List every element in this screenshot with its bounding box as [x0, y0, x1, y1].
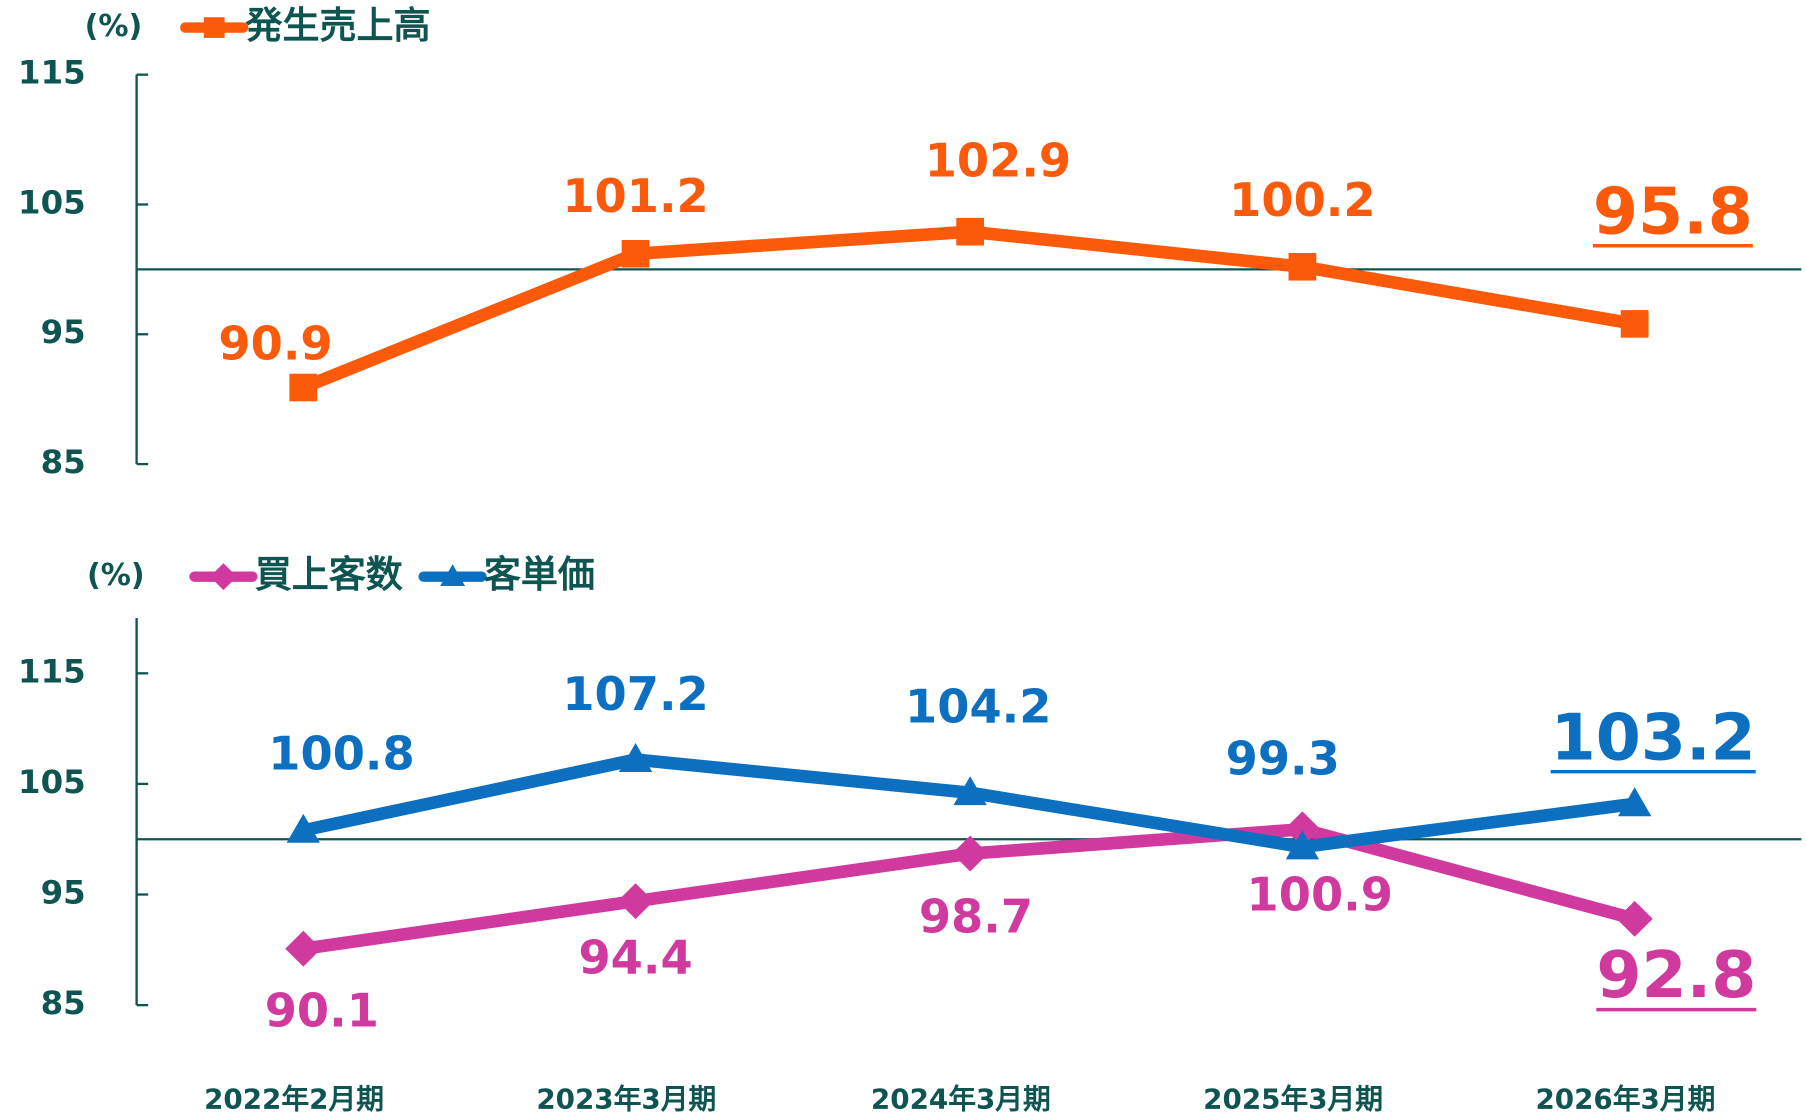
- legend-label: 客単価: [484, 553, 595, 596]
- legend-label: 発生売上高: [245, 4, 430, 47]
- x-tick-label: 2026年3月期: [1535, 1083, 1715, 1116]
- data-point: [286, 813, 320, 843]
- data-point: [617, 883, 654, 920]
- data-point: [285, 930, 322, 967]
- legend-marker: [440, 564, 466, 586]
- data-point: [1616, 900, 1653, 937]
- y-tick-label: 85: [41, 443, 86, 481]
- legend-label: 買上客数: [255, 553, 403, 596]
- data-label: 92.8: [1596, 938, 1756, 1013]
- data-point: [1620, 310, 1649, 338]
- x-tick-label: 2024年3月期: [871, 1083, 1051, 1116]
- y-tick-label: 115: [18, 652, 86, 690]
- x-tick-label: 2023年3月期: [536, 1083, 716, 1116]
- data-label: 98.7: [919, 890, 1033, 944]
- y-tick-label: 95: [41, 874, 86, 912]
- data-label: 101.2: [562, 169, 708, 223]
- data-label: 100.2: [1229, 173, 1375, 227]
- x-tick-label: 2022年2月期: [204, 1083, 384, 1116]
- data-label: 103.2: [1551, 701, 1756, 776]
- data-label: 99.3: [1226, 732, 1340, 786]
- legend-marker: [209, 563, 237, 591]
- y-tick-label: 115: [18, 54, 86, 92]
- data-label: 102.9: [925, 134, 1071, 188]
- data-label: 94.4: [578, 931, 692, 985]
- legend-marker: [203, 17, 225, 38]
- data-label: 95.8: [1593, 175, 1753, 250]
- data-label: 104.2: [905, 680, 1051, 734]
- data-label: 100.9: [1247, 868, 1393, 922]
- data-point: [1617, 787, 1652, 817]
- data-label: 90.1: [265, 984, 379, 1038]
- data-point: [1288, 252, 1317, 281]
- y-tick-label: 85: [41, 984, 86, 1022]
- data-point: [1284, 811, 1321, 848]
- y-tick-label: 105: [18, 763, 86, 801]
- x-tick-label: 2025年3月期: [1203, 1083, 1383, 1116]
- data-point: [956, 217, 985, 246]
- data-point: [618, 743, 653, 772]
- data-point: [953, 776, 987, 806]
- data-point: [952, 835, 989, 872]
- y-tick-label: 105: [18, 184, 86, 222]
- data-point: [621, 240, 650, 268]
- y-tick-label: 95: [41, 313, 86, 351]
- series-line: [300, 225, 1636, 394]
- y-axis-label: (%): [85, 9, 143, 44]
- y-axis-label: (%): [87, 558, 145, 593]
- data-point: [1285, 830, 1320, 860]
- data-label: 90.9: [218, 317, 332, 371]
- data-label: 107.2: [562, 667, 708, 721]
- data-point: [289, 373, 318, 402]
- data-label: 100.8: [268, 726, 414, 780]
